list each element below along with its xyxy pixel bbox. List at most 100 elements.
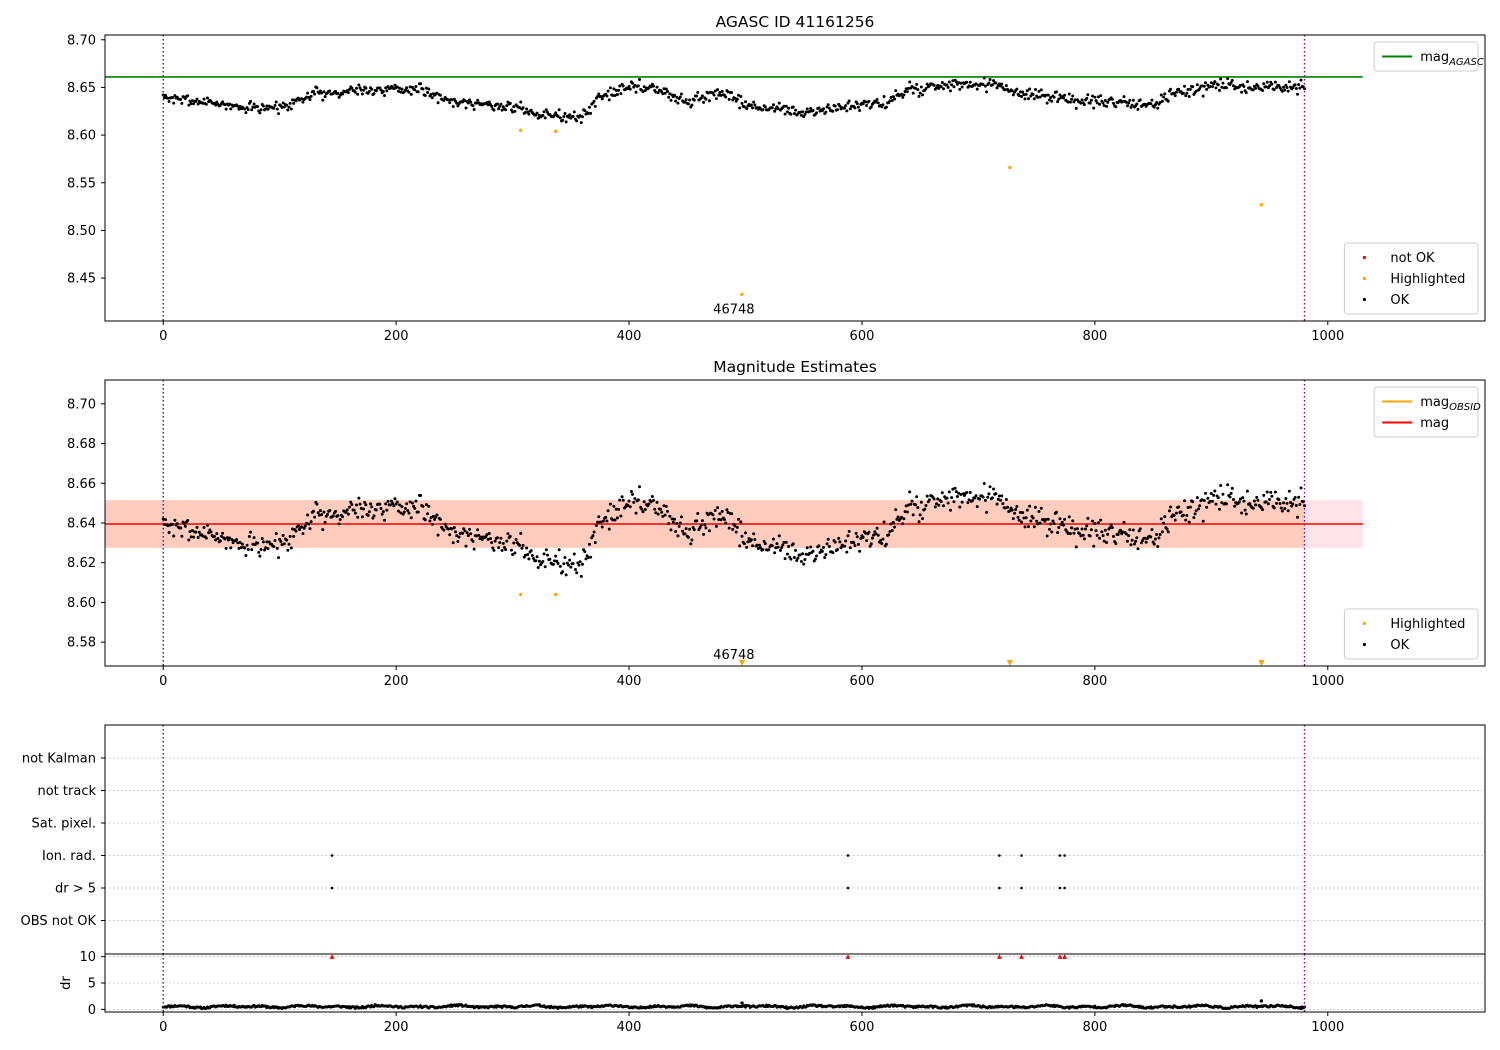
data-point — [246, 547, 250, 551]
data-point — [1106, 100, 1110, 104]
series-dr-5-clipped — [329, 954, 1067, 959]
data-point — [872, 533, 876, 537]
data-point — [1025, 89, 1029, 93]
data-point — [863, 100, 867, 104]
data-point — [631, 492, 635, 496]
data-point — [652, 84, 656, 88]
data-point — [583, 550, 587, 554]
data-point — [374, 508, 378, 512]
data-point — [450, 527, 454, 531]
data-point — [249, 530, 253, 534]
data-point — [918, 91, 922, 95]
data-point — [1185, 91, 1189, 95]
legend-label: Highlighted — [1390, 617, 1465, 632]
data-point — [400, 87, 404, 91]
data-point — [349, 500, 353, 504]
data-point — [794, 548, 798, 552]
data-point — [1286, 89, 1290, 93]
data-point — [461, 531, 465, 535]
data-point — [684, 527, 688, 531]
data-point — [620, 495, 624, 499]
data-point — [643, 508, 647, 512]
data-point — [640, 507, 644, 511]
data-point — [1297, 495, 1301, 499]
data-point — [744, 100, 748, 104]
data-point — [251, 105, 255, 109]
data-point — [225, 536, 229, 540]
data-point — [1208, 499, 1212, 503]
data-point — [809, 106, 813, 110]
data-point — [1173, 518, 1177, 522]
data-point — [1216, 496, 1220, 500]
data-point — [654, 511, 658, 515]
data-point — [561, 118, 565, 122]
data-point — [695, 519, 699, 523]
data-point — [824, 110, 828, 114]
data-point — [940, 491, 944, 495]
data-point — [676, 534, 680, 538]
flag-point — [998, 886, 1001, 890]
flag-point — [1063, 854, 1066, 857]
data-point — [183, 524, 187, 528]
data-point — [215, 532, 219, 536]
data-point — [1278, 501, 1282, 505]
data-point — [369, 502, 373, 506]
data-point — [1143, 536, 1147, 540]
data-point — [723, 518, 727, 522]
data-point — [674, 99, 678, 103]
data-point — [667, 95, 671, 99]
data-point — [1011, 93, 1015, 97]
data-point — [799, 559, 803, 563]
data-point — [1073, 527, 1077, 531]
data-point — [1205, 87, 1209, 91]
data-point — [573, 568, 577, 572]
data-point — [1245, 489, 1249, 493]
data-point — [1130, 538, 1134, 542]
data-point — [921, 93, 925, 97]
data-point — [611, 518, 615, 522]
data-point — [1095, 101, 1099, 105]
data-point — [907, 86, 911, 90]
data-point — [391, 501, 395, 505]
data-point — [290, 98, 294, 102]
data-point — [1163, 92, 1167, 96]
data-point — [1194, 509, 1198, 513]
data-point — [1270, 494, 1274, 498]
data-point — [597, 515, 601, 519]
data-point — [842, 544, 846, 548]
data-point — [950, 496, 954, 500]
data-point — [356, 92, 360, 96]
data-point — [965, 80, 969, 84]
data-point — [601, 519, 605, 523]
series-highlighted — [519, 128, 1264, 297]
data-point — [413, 506, 417, 510]
data-point — [487, 531, 491, 535]
data-point — [784, 104, 788, 108]
data-point — [472, 547, 476, 551]
data-point — [1173, 94, 1177, 98]
data-point — [869, 542, 873, 546]
data-point — [1070, 526, 1074, 530]
data-point — [1014, 507, 1018, 511]
data-point — [575, 571, 579, 575]
data-point — [712, 93, 716, 97]
data-point — [995, 502, 999, 506]
data-point — [548, 557, 552, 561]
data-point — [318, 509, 322, 513]
data-point — [557, 108, 561, 112]
data-point — [719, 93, 723, 97]
data-point — [509, 548, 513, 552]
data-point — [700, 94, 704, 98]
data-point — [424, 86, 428, 90]
data-point — [492, 548, 496, 552]
data-point — [188, 530, 192, 534]
data-point — [258, 554, 262, 558]
data-point — [469, 532, 473, 536]
data-point — [323, 95, 327, 99]
data-point — [803, 112, 807, 116]
data-point — [196, 536, 200, 540]
data-point — [1006, 660, 1014, 666]
data-point — [1109, 523, 1113, 527]
data-point — [804, 110, 808, 114]
data-point — [1130, 103, 1134, 107]
